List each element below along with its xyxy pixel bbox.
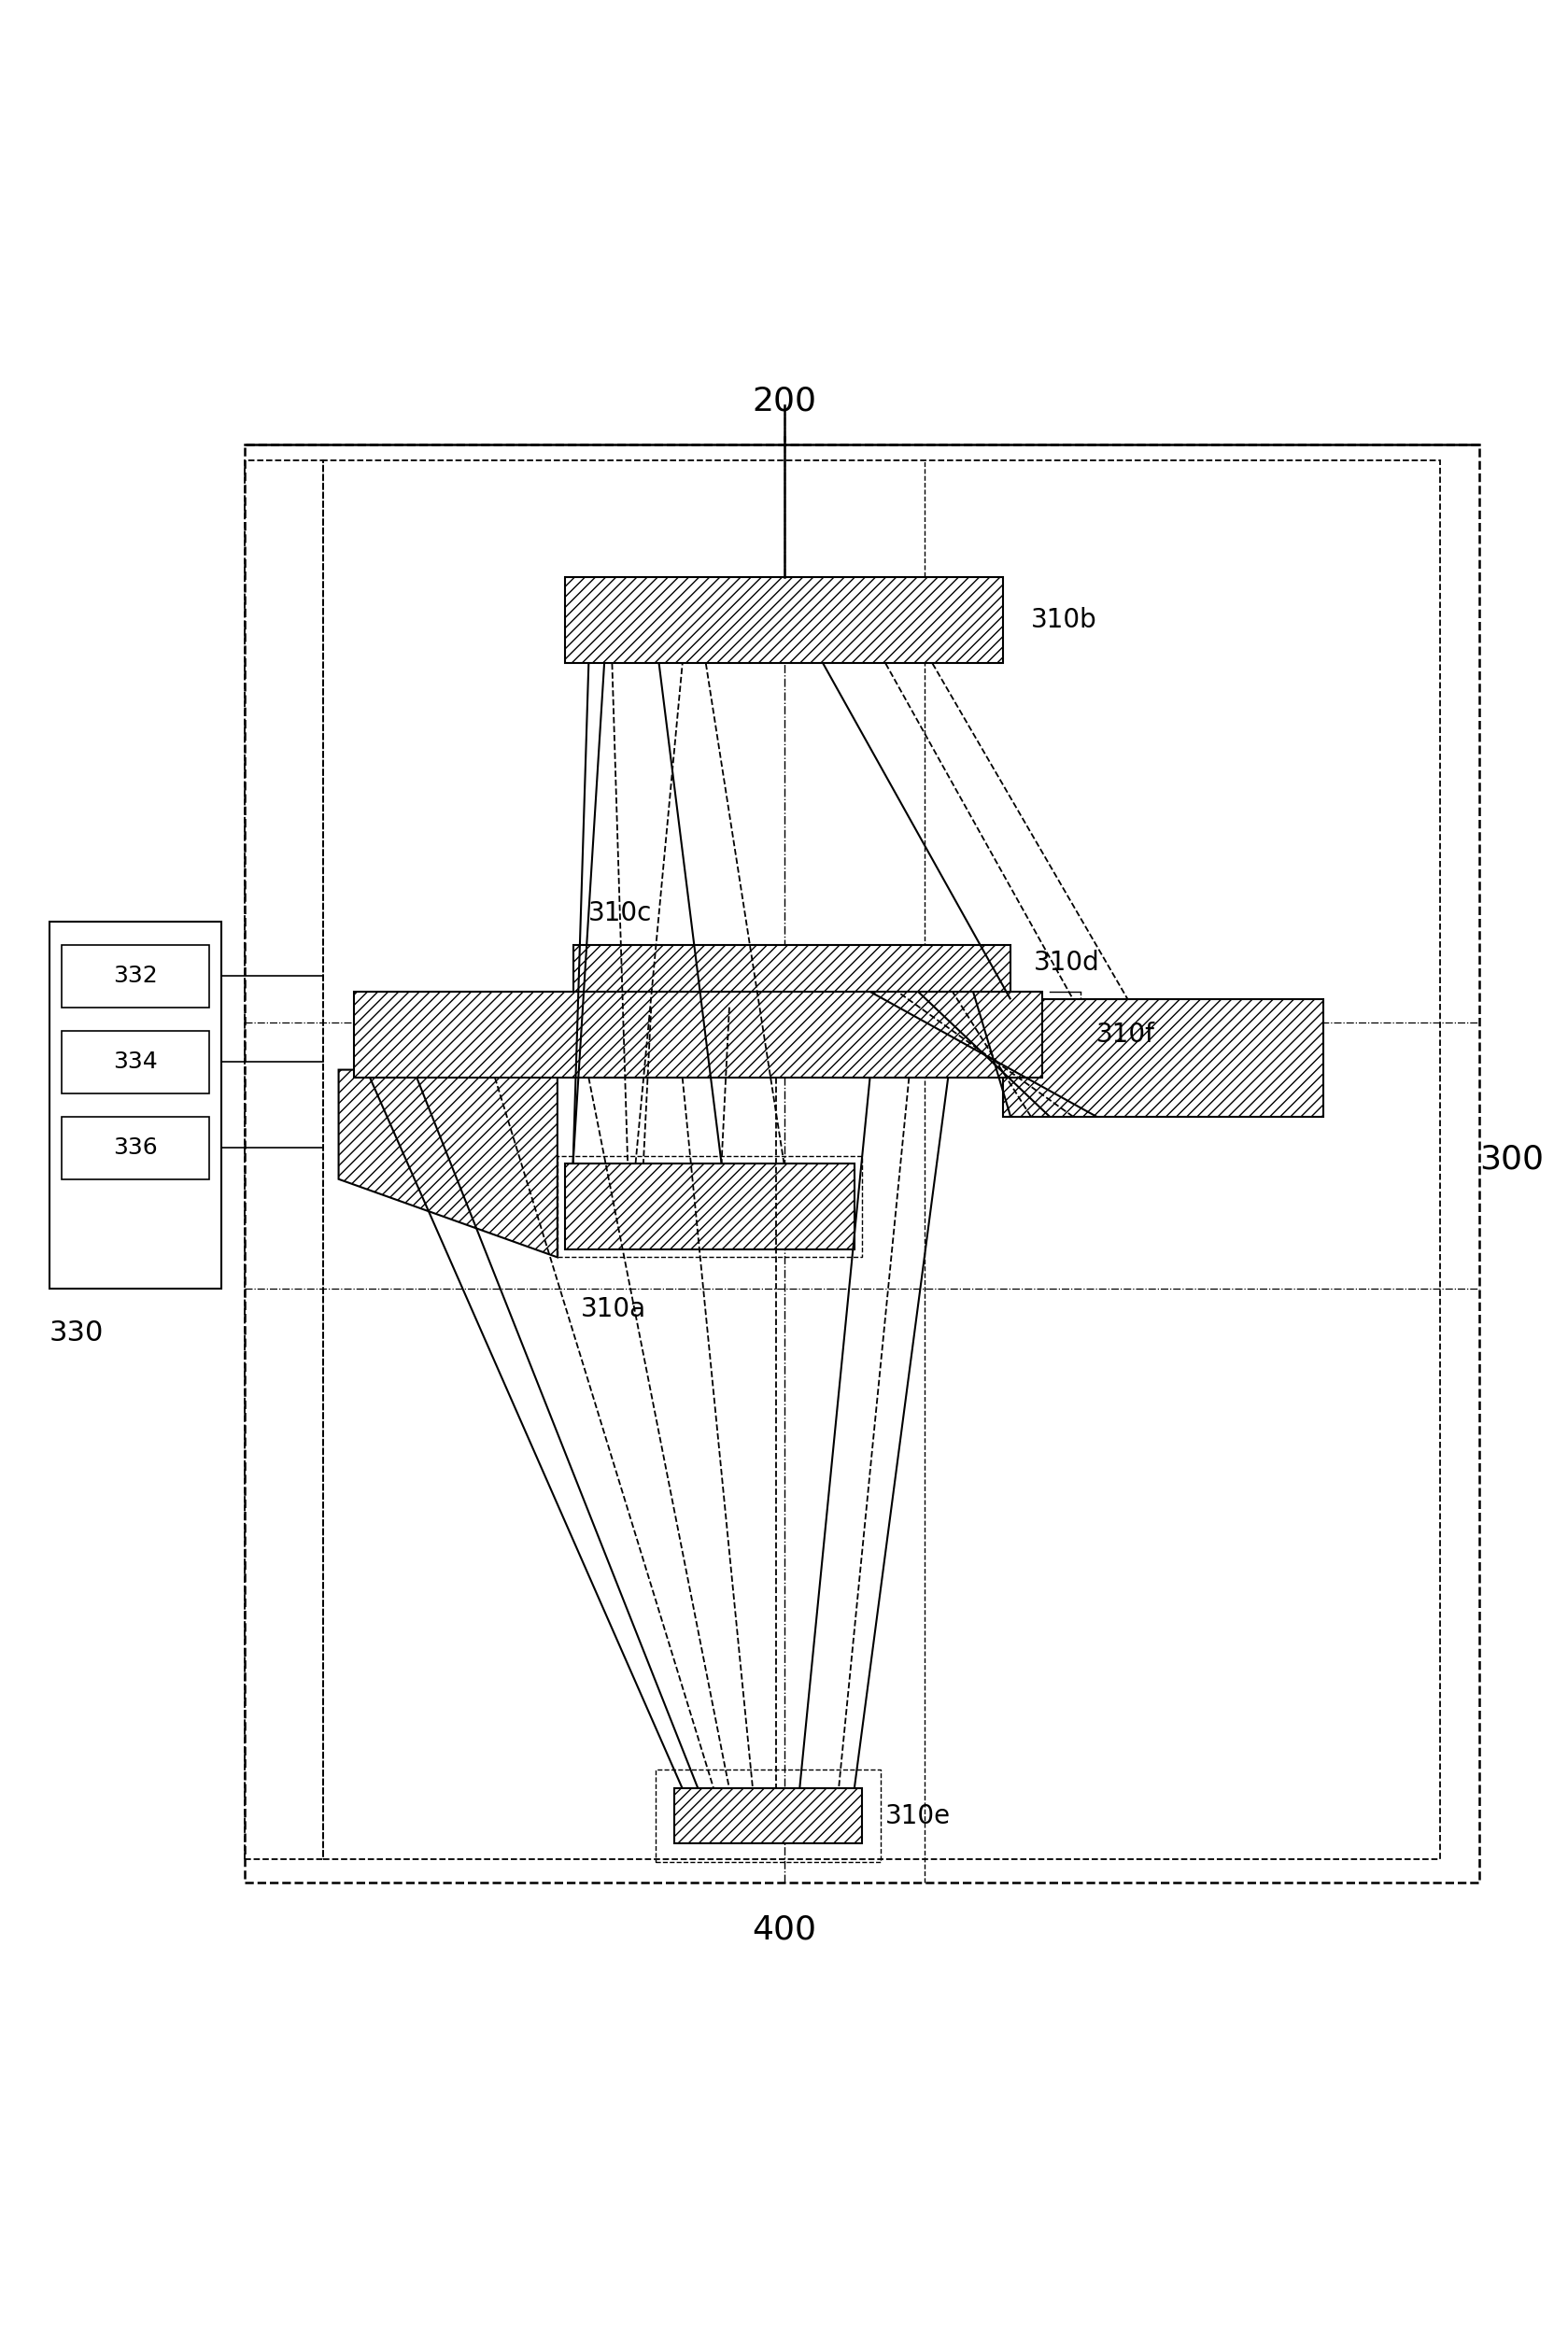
Text: 336: 336 — [113, 1136, 158, 1159]
Bar — [323, 461, 1441, 1859]
Text: 300: 300 — [1480, 1143, 1544, 1175]
Text: 310c: 310c — [588, 901, 652, 926]
Bar — [557, 1157, 862, 1257]
Text: 200: 200 — [751, 384, 817, 417]
Text: 400: 400 — [751, 1913, 817, 1945]
Text: 310f: 310f — [1096, 1022, 1156, 1047]
Bar — [63, 1031, 209, 1094]
Bar — [564, 1164, 855, 1250]
Bar — [354, 991, 1041, 1077]
Bar — [564, 577, 1004, 663]
Bar — [655, 1771, 881, 1862]
Text: 334: 334 — [113, 1052, 158, 1073]
Bar — [245, 461, 323, 1859]
Bar — [245, 444, 1480, 1883]
Bar — [674, 1789, 862, 1843]
Text: 310d: 310d — [1033, 949, 1101, 975]
Text: 310b: 310b — [1030, 607, 1098, 633]
Bar — [63, 945, 209, 1008]
Bar — [63, 1117, 209, 1180]
Text: 310e: 310e — [886, 1803, 952, 1829]
Text: 330: 330 — [50, 1319, 103, 1347]
Text: 332: 332 — [113, 966, 158, 987]
Polygon shape — [339, 1070, 557, 1257]
Bar — [1004, 998, 1323, 1117]
Text: 310a: 310a — [580, 1296, 646, 1322]
Bar — [572, 945, 1011, 1008]
Bar — [50, 921, 221, 1289]
